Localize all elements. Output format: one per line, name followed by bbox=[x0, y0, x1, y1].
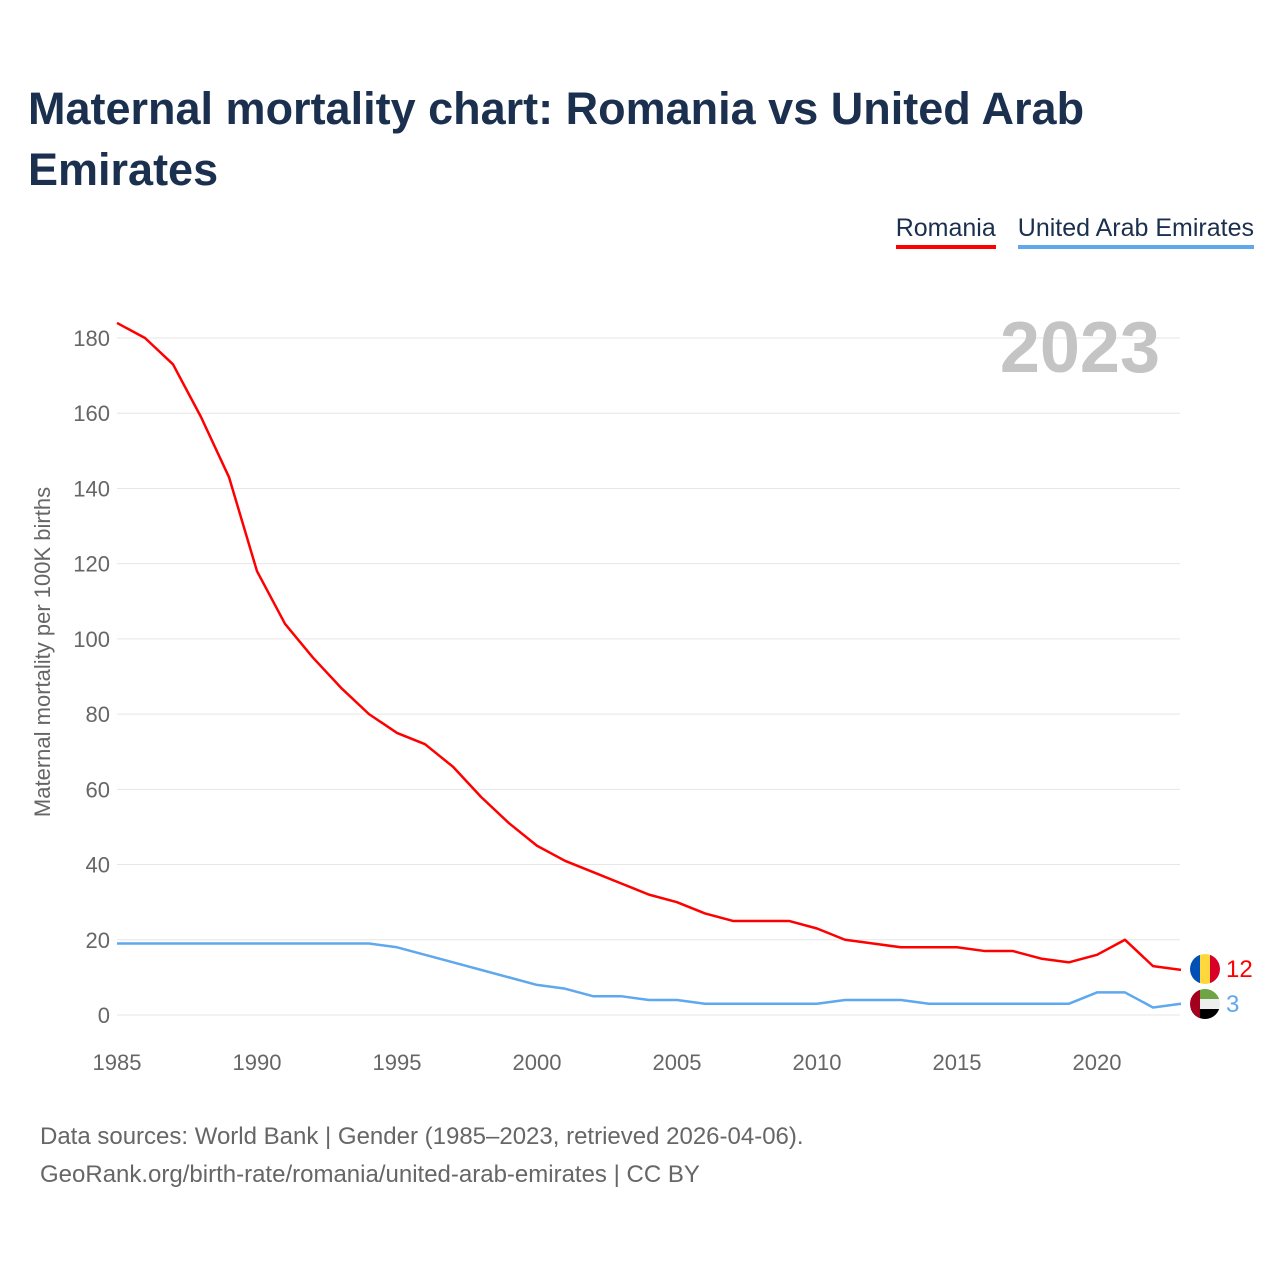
x-tick-label: 1990 bbox=[233, 1050, 282, 1075]
x-tick-label: 1985 bbox=[93, 1050, 142, 1075]
y-tick-label: 0 bbox=[98, 1003, 110, 1028]
footer: Data sources: World Bank | Gender (1985–… bbox=[40, 1118, 804, 1194]
y-tick-label: 120 bbox=[73, 552, 110, 577]
gridlines bbox=[117, 337, 1180, 1016]
romania-end-label: 12 bbox=[1226, 956, 1253, 983]
chart-title: Maternal mortality chart: Romania vs Uni… bbox=[28, 83, 1085, 195]
year-badge: 2023 bbox=[1000, 308, 1160, 388]
source-url[interactable]: GeoRank.org/birth-rate/romania/united-ar… bbox=[40, 1161, 700, 1188]
legend-item-uae[interactable]: United Arab Emirates bbox=[1017, 214, 1254, 249]
legend: Romania United Arab Emirates bbox=[895, 214, 1254, 249]
x-tick-label: 2005 bbox=[653, 1050, 702, 1075]
x-tick-label: 1995 bbox=[373, 1050, 422, 1075]
uae-flag-icon bbox=[1190, 989, 1220, 1019]
y-tick-label: 160 bbox=[73, 401, 110, 426]
x-tick-label: 2020 bbox=[1073, 1050, 1122, 1075]
y-tick-label: 140 bbox=[73, 476, 110, 501]
series-line-romania bbox=[116, 321, 1182, 972]
y-tick-label: 80 bbox=[86, 702, 110, 727]
source-note: Data sources: World Bank | Gender (1985–… bbox=[40, 1123, 804, 1150]
romania-flag-icon bbox=[1190, 954, 1220, 984]
y-tick-label: 20 bbox=[86, 928, 110, 953]
x-tick-label: 2015 bbox=[933, 1050, 982, 1075]
y-tick-label: 60 bbox=[86, 777, 110, 802]
x-tick-label: 2010 bbox=[793, 1050, 842, 1075]
legend-item-romania[interactable]: Romania bbox=[895, 214, 996, 249]
series-line-uae bbox=[117, 942, 1182, 1009]
x-tick-labels: 1985 1990 1995 2000 2005 2010 2015 2020 bbox=[93, 1050, 1122, 1075]
x-tick-label: 2000 bbox=[513, 1050, 562, 1075]
y-tick-labels: 0 20 40 60 80 100 120 140 160 180 bbox=[73, 326, 110, 1028]
series-lines bbox=[116, 321, 1182, 1009]
y-tick-label: 180 bbox=[73, 326, 110, 351]
uae-end-label: 3 bbox=[1226, 991, 1239, 1018]
y-axis-label: Maternal mortality per 100K births bbox=[30, 487, 55, 817]
y-tick-label: 40 bbox=[86, 853, 110, 878]
y-tick-label: 100 bbox=[73, 627, 110, 652]
